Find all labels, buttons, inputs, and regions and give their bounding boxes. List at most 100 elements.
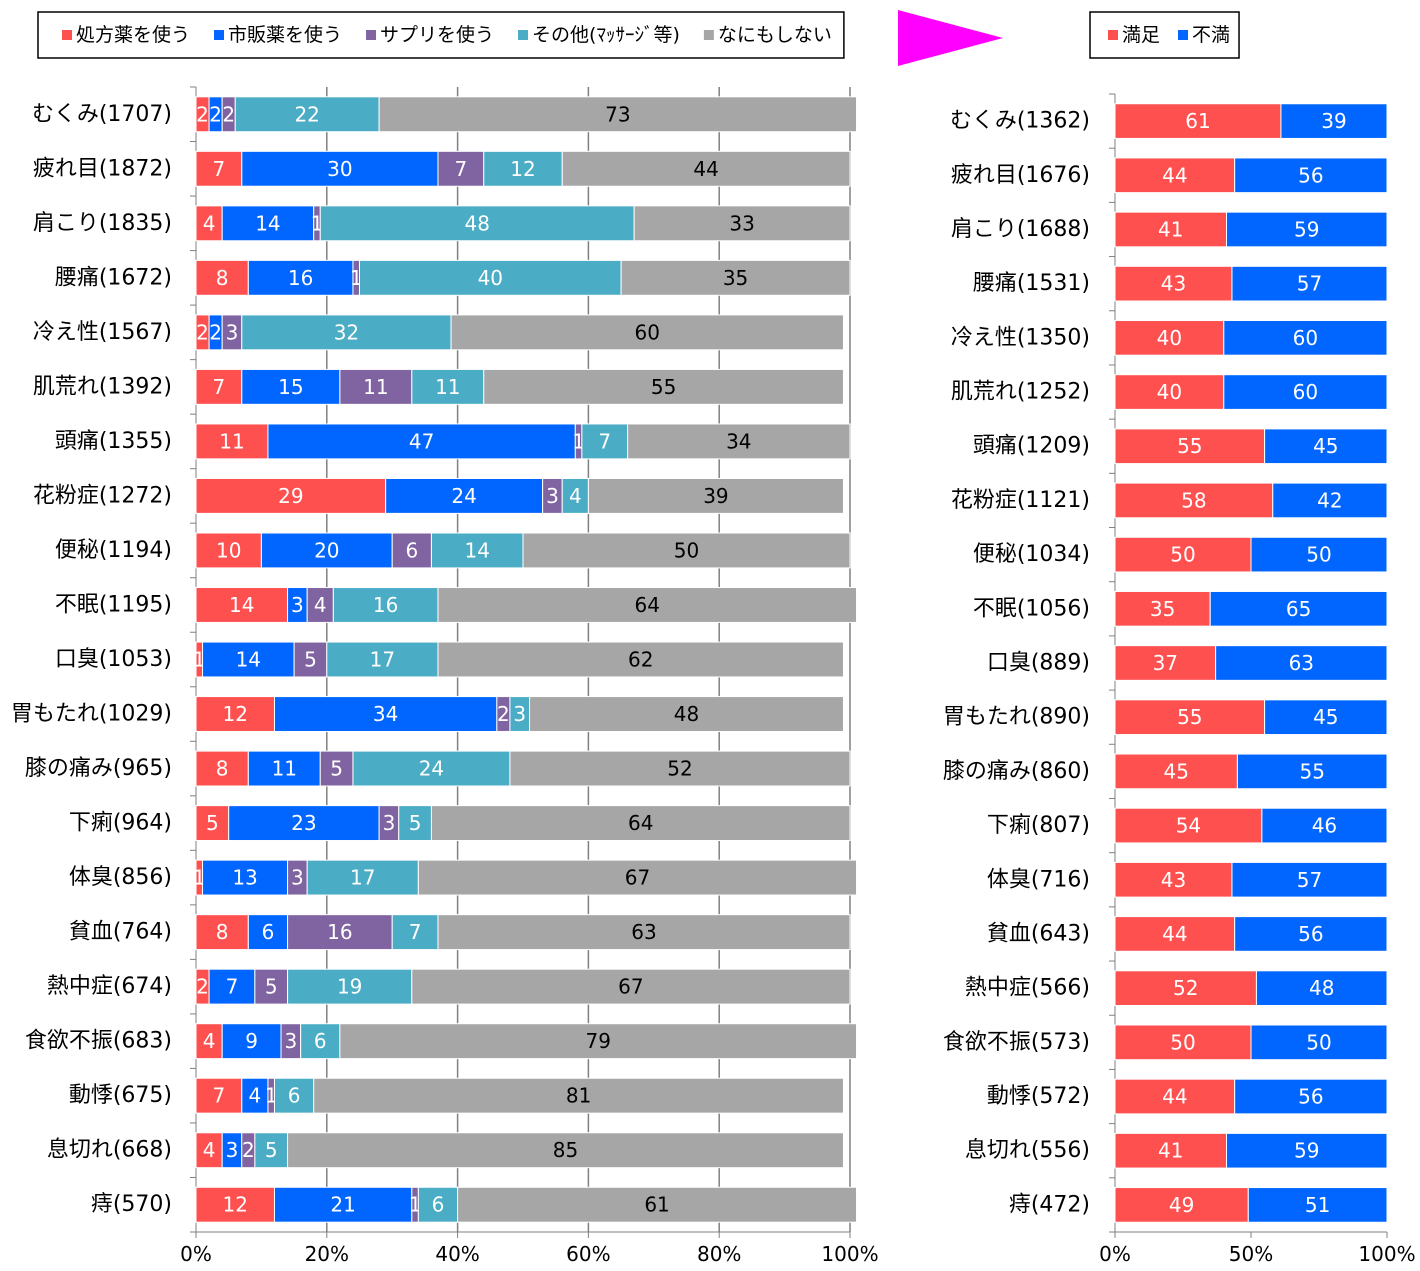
category-label: 頭痛(1355) (55, 429, 172, 454)
x-tick-label: 80% (697, 1242, 741, 1266)
category-label: 息切れ(556) (965, 1138, 1090, 1163)
value-label: 4 (203, 1029, 216, 1053)
value-label: 3 (284, 1029, 297, 1053)
value-label: 60 (635, 320, 660, 344)
value-label: 29 (278, 484, 303, 508)
value-label: 44 (1162, 163, 1187, 187)
bar-segment (1114, 265, 1233, 302)
bar-segment (1223, 374, 1388, 410)
value-label: 11 (435, 375, 460, 399)
value-label: 7 (213, 1084, 226, 1108)
bar-segment (391, 914, 439, 951)
value-label: 47 (409, 429, 434, 453)
legend-label: その他(ﾏｯｻｰｼﾞ等) (532, 24, 680, 46)
value-label: 8 (216, 266, 229, 290)
bar-segment (1114, 807, 1263, 844)
bar-segment (319, 205, 635, 242)
bar-segment (1223, 320, 1388, 356)
value-label: 11 (363, 375, 388, 399)
value-label: 4 (314, 593, 327, 617)
value-label: 43 (1161, 272, 1186, 296)
bar-segment (483, 150, 563, 187)
value-label: 3 (226, 1138, 239, 1162)
bar-segment (1114, 916, 1236, 952)
bar-segment (267, 423, 576, 460)
bar-segment (287, 914, 393, 951)
value-label: 5 (265, 1138, 278, 1162)
category-label: 疲れ目(1676) (951, 163, 1090, 188)
value-label: 17 (350, 866, 375, 890)
bar-segment (228, 805, 380, 842)
value-label: 52 (667, 757, 692, 781)
bar-segment (260, 532, 393, 569)
bar-segment (430, 805, 851, 842)
value-label: 2 (196, 320, 209, 344)
value-label: 4 (248, 1084, 261, 1108)
value-label: 37 (1153, 651, 1178, 675)
value-label: 39 (703, 484, 728, 508)
value-label: 65 (1286, 597, 1311, 621)
value-label: 56 (1298, 163, 1323, 187)
value-label: 50 (1170, 1030, 1195, 1054)
bar-segment (195, 1132, 223, 1169)
bar-segment (1114, 1078, 1236, 1115)
value-label: 43 (1161, 868, 1186, 892)
value-label: 51 (1305, 1193, 1330, 1217)
value-label: 44 (1162, 1085, 1187, 1109)
value-label: 6 (288, 1084, 301, 1108)
category-label: 不眠(1056) (973, 596, 1090, 621)
bar-segment (1114, 320, 1225, 356)
category-label: むくみ(1707) (32, 102, 172, 127)
bar-segment (332, 587, 439, 623)
x-tick-label: 20% (305, 1242, 349, 1266)
category-label: 食欲不振(683) (25, 1029, 172, 1054)
bar-segment (457, 1186, 858, 1223)
value-label: 16 (327, 920, 352, 944)
bar-segment (1272, 482, 1388, 519)
value-label: 14 (255, 211, 280, 235)
value-label: 50 (1306, 543, 1331, 567)
bar-segment (339, 368, 413, 405)
bar-segment (411, 968, 851, 1005)
value-label: 22 (294, 102, 319, 126)
value-label: 67 (618, 975, 643, 999)
category-label: 頭痛(1209) (973, 434, 1090, 459)
bar-segment (378, 96, 858, 133)
value-label: 3 (226, 320, 239, 344)
bar-segment (633, 205, 851, 242)
value-label: 44 (693, 157, 718, 181)
bar-segment (437, 914, 851, 951)
value-label: 24 (451, 484, 476, 508)
value-label: 55 (1177, 705, 1202, 729)
value-label: 50 (1306, 1030, 1331, 1054)
value-label: 12 (223, 702, 248, 726)
bar-segment (202, 641, 295, 678)
value-label: 39 (1321, 109, 1346, 133)
bar-segment (195, 750, 249, 787)
value-label: 24 (419, 757, 444, 781)
category-label: 花粉症(1272) (33, 483, 172, 508)
legend-label: 市販薬を使う (228, 24, 342, 46)
bar-segment (1234, 1078, 1388, 1115)
value-label: 55 (1299, 759, 1324, 783)
bar-segment (254, 968, 289, 1005)
value-label: 3 (291, 593, 304, 617)
value-label: 54 (1176, 814, 1201, 838)
value-label: 8 (216, 757, 229, 781)
category-label: 肩こり(1688) (951, 217, 1090, 242)
bar-segment (1114, 1187, 1249, 1223)
bar-segment (1236, 753, 1388, 790)
category-label: 息切れ(668) (47, 1138, 172, 1163)
value-label: 50 (674, 538, 699, 562)
value-label: 85 (553, 1138, 578, 1162)
bar-segment (1247, 1187, 1388, 1223)
value-label: 56 (1298, 922, 1323, 946)
category-label: 下痢(964) (69, 811, 172, 836)
category-label: 腰痛(1531) (973, 271, 1090, 296)
value-label: 12 (510, 157, 535, 181)
value-label: 60 (1293, 380, 1318, 404)
bar-segment (437, 641, 844, 678)
bar-segment (509, 750, 851, 787)
bar-segment (221, 1023, 282, 1060)
value-label: 6 (314, 1029, 327, 1053)
